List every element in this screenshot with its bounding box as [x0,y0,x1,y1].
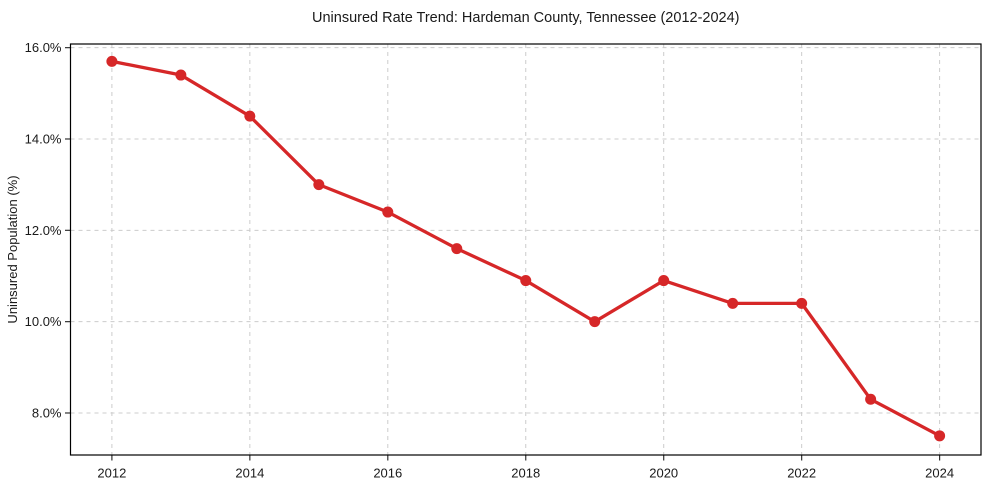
y-tick-label: 8.0% [32,405,62,420]
data-point [520,275,532,287]
x-tick-label: 2020 [649,466,678,481]
data-point [865,393,877,405]
y-tick-label: 12.0% [25,223,62,238]
x-tick-label: 2016 [373,466,402,481]
plot-frame [69,43,982,456]
data-point [313,179,325,191]
y-tick-label: 10.0% [25,314,62,329]
y-tick-label: 16.0% [25,40,62,55]
grid-layer [70,44,981,455]
data-point [796,297,808,309]
data-point [589,316,601,328]
x-tick-label: 2024 [925,466,954,481]
y-tick-label: 14.0% [25,131,62,146]
series-layer [106,55,946,442]
data-point [658,275,670,287]
x-tick-label: 2012 [97,466,126,481]
data-point [175,69,187,81]
data-point [382,206,394,218]
data-point [244,110,256,122]
data-point [106,55,118,67]
tick-layer: 2012 2014 2016 2018 2020 2022 2024 8.0% 10.0% 12.… [25,40,954,480]
x-tick-label: 2022 [787,466,816,481]
y-axis-title: Uninsured Population (%) [5,175,20,323]
x-tick-label: 2014 [235,466,264,481]
data-point [451,243,463,255]
chart-title: Uninsured Rate Trend: Hardeman County, T… [312,10,739,26]
data-point [727,297,739,309]
data-point [934,430,946,442]
x-tick-label: 2018 [511,466,540,481]
